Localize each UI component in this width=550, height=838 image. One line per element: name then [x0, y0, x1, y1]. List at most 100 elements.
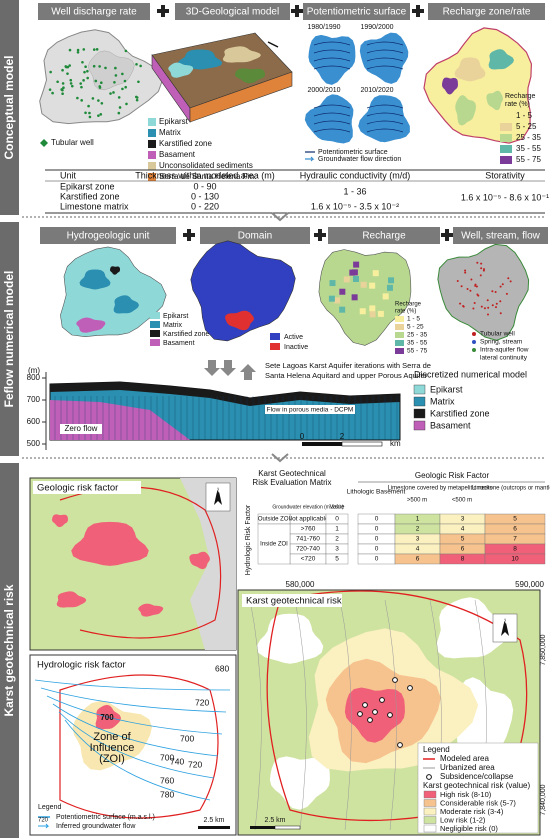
shape — [441, 229, 453, 241]
legend-swatch — [148, 129, 156, 137]
well-dot — [125, 102, 128, 106]
modeled-area — [59, 674, 219, 819]
label: Recharge — [395, 302, 422, 308]
matrix-value: 5 — [335, 556, 339, 563]
subsidence — [397, 742, 403, 748]
well-dot — [76, 50, 80, 54]
label: Limestone (outcrops or mantled) — [472, 486, 550, 492]
unit-patch — [79, 269, 111, 290]
label: Influence — [90, 742, 135, 754]
label: 0 - 90 — [193, 181, 216, 191]
legend-swatch — [148, 151, 156, 159]
legend-symbol — [472, 332, 476, 336]
label: Zone of — [93, 731, 131, 743]
label: Geologic Risk Factor — [415, 471, 490, 480]
well-dot — [82, 48, 86, 51]
well-dot — [69, 82, 73, 85]
label: 600 — [27, 417, 41, 426]
label: 720 — [195, 697, 209, 707]
shape — [501, 618, 509, 636]
legend-swatch — [395, 324, 404, 330]
well-dot — [464, 271, 467, 274]
shape — [220, 360, 236, 376]
recharge-cell — [328, 295, 335, 302]
section-label: Conceptual model — [2, 55, 16, 159]
label: Discretized numerical model — [414, 369, 527, 379]
label: km — [390, 439, 401, 448]
well-dot — [501, 283, 504, 286]
block-front — [189, 71, 293, 123]
label: 580,000 — [286, 580, 315, 589]
legend-swatch — [270, 333, 280, 340]
well-dot — [137, 80, 140, 84]
legend-swatch — [395, 348, 404, 354]
shape — [40, 139, 48, 147]
label: Spring, stream — [480, 339, 522, 346]
recharge-cell — [352, 275, 359, 282]
legend-swatch — [500, 134, 512, 142]
label: Tubular well — [51, 138, 94, 147]
well-dot — [62, 86, 65, 90]
recharge-cell — [329, 280, 336, 287]
label: Unit — [60, 170, 77, 180]
well-dot — [61, 68, 64, 72]
well-dot — [135, 62, 138, 66]
urban-area — [180, 478, 236, 650]
label: Karstified zone — [163, 331, 209, 338]
recharge-patch — [442, 77, 458, 95]
label: Recharge — [505, 93, 535, 100]
label-box — [60, 424, 102, 434]
contour — [64, 719, 211, 801]
label: Basament — [430, 420, 471, 430]
label: Considerable risk (5-7) — [440, 798, 516, 807]
well-dot — [117, 96, 121, 99]
legend-swatch — [150, 339, 160, 346]
matrix-cell — [484, 553, 546, 565]
recharge-patch — [488, 49, 514, 70]
recharge-cell — [378, 275, 385, 282]
label: Matrix — [430, 396, 455, 406]
label: Risk Evaluation Matrix — [252, 478, 331, 487]
contour — [46, 695, 223, 735]
well-dot — [80, 99, 83, 102]
label: Epikarst — [163, 313, 188, 320]
label: 590,000 — [515, 580, 544, 589]
label: Limestone covered by metapelitic rocks — [387, 486, 492, 492]
well-dot — [94, 79, 98, 83]
matrix-value: 1 — [416, 516, 420, 523]
recharge-cell — [369, 311, 376, 318]
matrix-value: <720 — [301, 556, 316, 563]
label: 500 — [27, 439, 41, 448]
well-dot — [76, 96, 79, 100]
matrix-value: 6 — [461, 546, 465, 553]
label: lateral continuity — [480, 355, 528, 362]
well-dot — [135, 98, 139, 102]
contour — [366, 49, 404, 54]
shape — [412, 5, 424, 17]
label: Intra-aquifer flow — [480, 347, 529, 354]
header-box — [40, 227, 176, 244]
subsidence — [407, 685, 413, 691]
label: Storativity — [485, 170, 525, 180]
label: 720 — [188, 759, 202, 769]
label: rate (%) — [505, 101, 530, 108]
well-dot — [472, 307, 475, 310]
contour — [313, 120, 351, 125]
matrix-value: 0 — [375, 526, 379, 533]
well-dot — [81, 60, 84, 64]
subsidence — [372, 709, 378, 715]
high-risk-zone — [52, 514, 68, 528]
high-risk-zone — [189, 551, 210, 570]
well-dot — [114, 66, 117, 70]
header-box — [453, 227, 548, 244]
legend-swatch — [148, 140, 156, 148]
label: Potentiometric surface — [318, 149, 388, 156]
map-zone — [88, 50, 135, 91]
well-dot — [87, 104, 90, 108]
label: 0 - 220 — [191, 201, 219, 211]
well-dot — [83, 70, 86, 74]
recharge-cell — [386, 284, 393, 291]
karst-layer — [50, 382, 400, 406]
well-dot — [92, 48, 96, 51]
